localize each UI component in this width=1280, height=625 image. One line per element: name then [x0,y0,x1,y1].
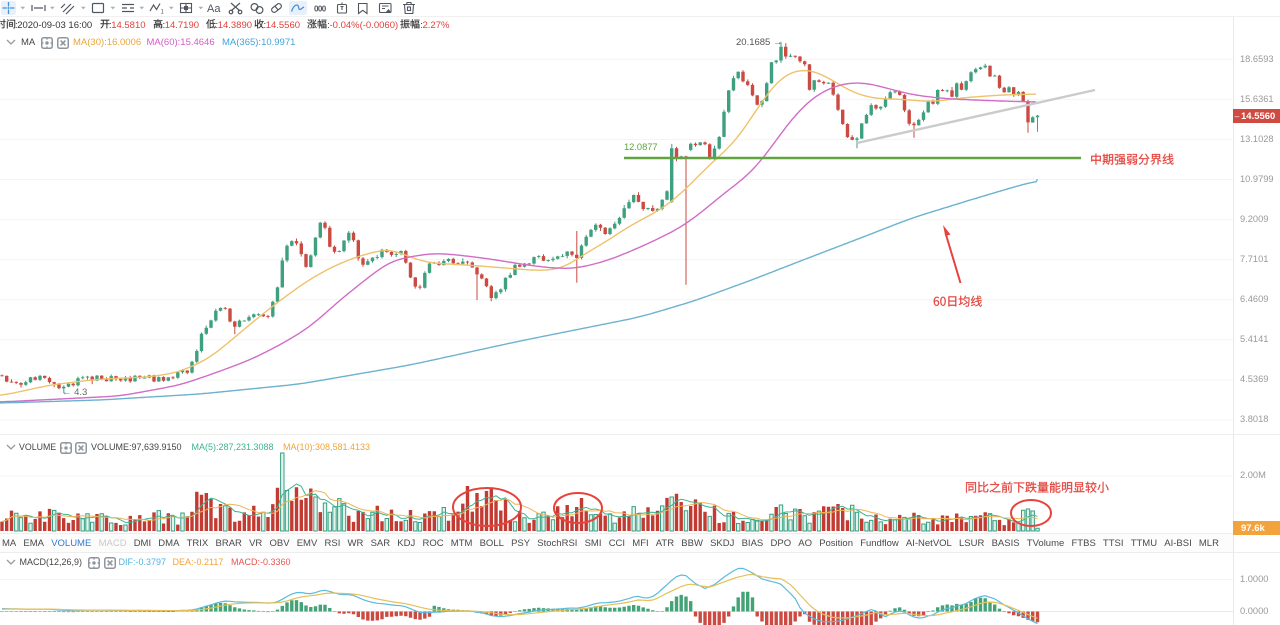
svg-text:Aa: Aa [207,3,221,15]
svg-text:1: 1 [161,10,165,16]
svg-text:000: 000 [314,5,327,14]
